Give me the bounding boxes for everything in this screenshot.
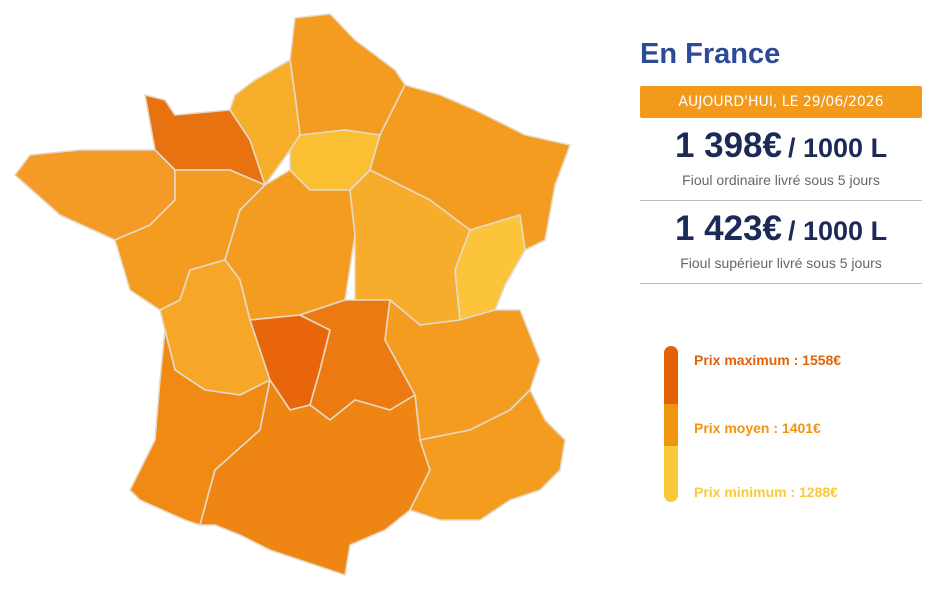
- price-unit: / 1000 L: [788, 133, 888, 163]
- price-block: 1 423€/ 1000 L Fioul supérieur livré sou…: [640, 201, 922, 284]
- legend-bar: [664, 346, 678, 502]
- legend-label: Prix maximum : 1558€: [694, 352, 842, 368]
- legend-label: Prix minimum : 1288€: [694, 484, 838, 500]
- region: [454, 214, 526, 321]
- price: 1 423€: [674, 209, 782, 248]
- france-map: [14, 13, 571, 576]
- date-banner: AUJOURD'HUI, LE 29/06/2026: [640, 86, 922, 118]
- price-description: Fioul ordinaire livré sous 5 jours: [682, 172, 880, 188]
- price-panel: En France AUJOURD'HUI, LE 29/06/2026 1 3…: [640, 38, 922, 284]
- region: [289, 13, 406, 136]
- price-description: Fioul supérieur livré sous 5 jours: [680, 255, 882, 271]
- legend-swatch: [664, 446, 678, 476]
- region: [229, 59, 301, 186]
- legend-swatch: [664, 366, 678, 406]
- price-block: 1 398€/ 1000 L Fioul ordinaire livré sou…: [640, 118, 922, 201]
- price-unit: / 1000 L: [788, 216, 888, 246]
- legend: Prix maximum : 1558€ Prix moyen : 1401€ …: [662, 346, 922, 502]
- legend-swatch: [664, 404, 678, 448]
- panel-title: En France: [640, 38, 781, 70]
- region: [409, 389, 566, 521]
- price: 1 398€: [674, 126, 782, 165]
- legend-label: Prix moyen : 1401€: [694, 420, 821, 436]
